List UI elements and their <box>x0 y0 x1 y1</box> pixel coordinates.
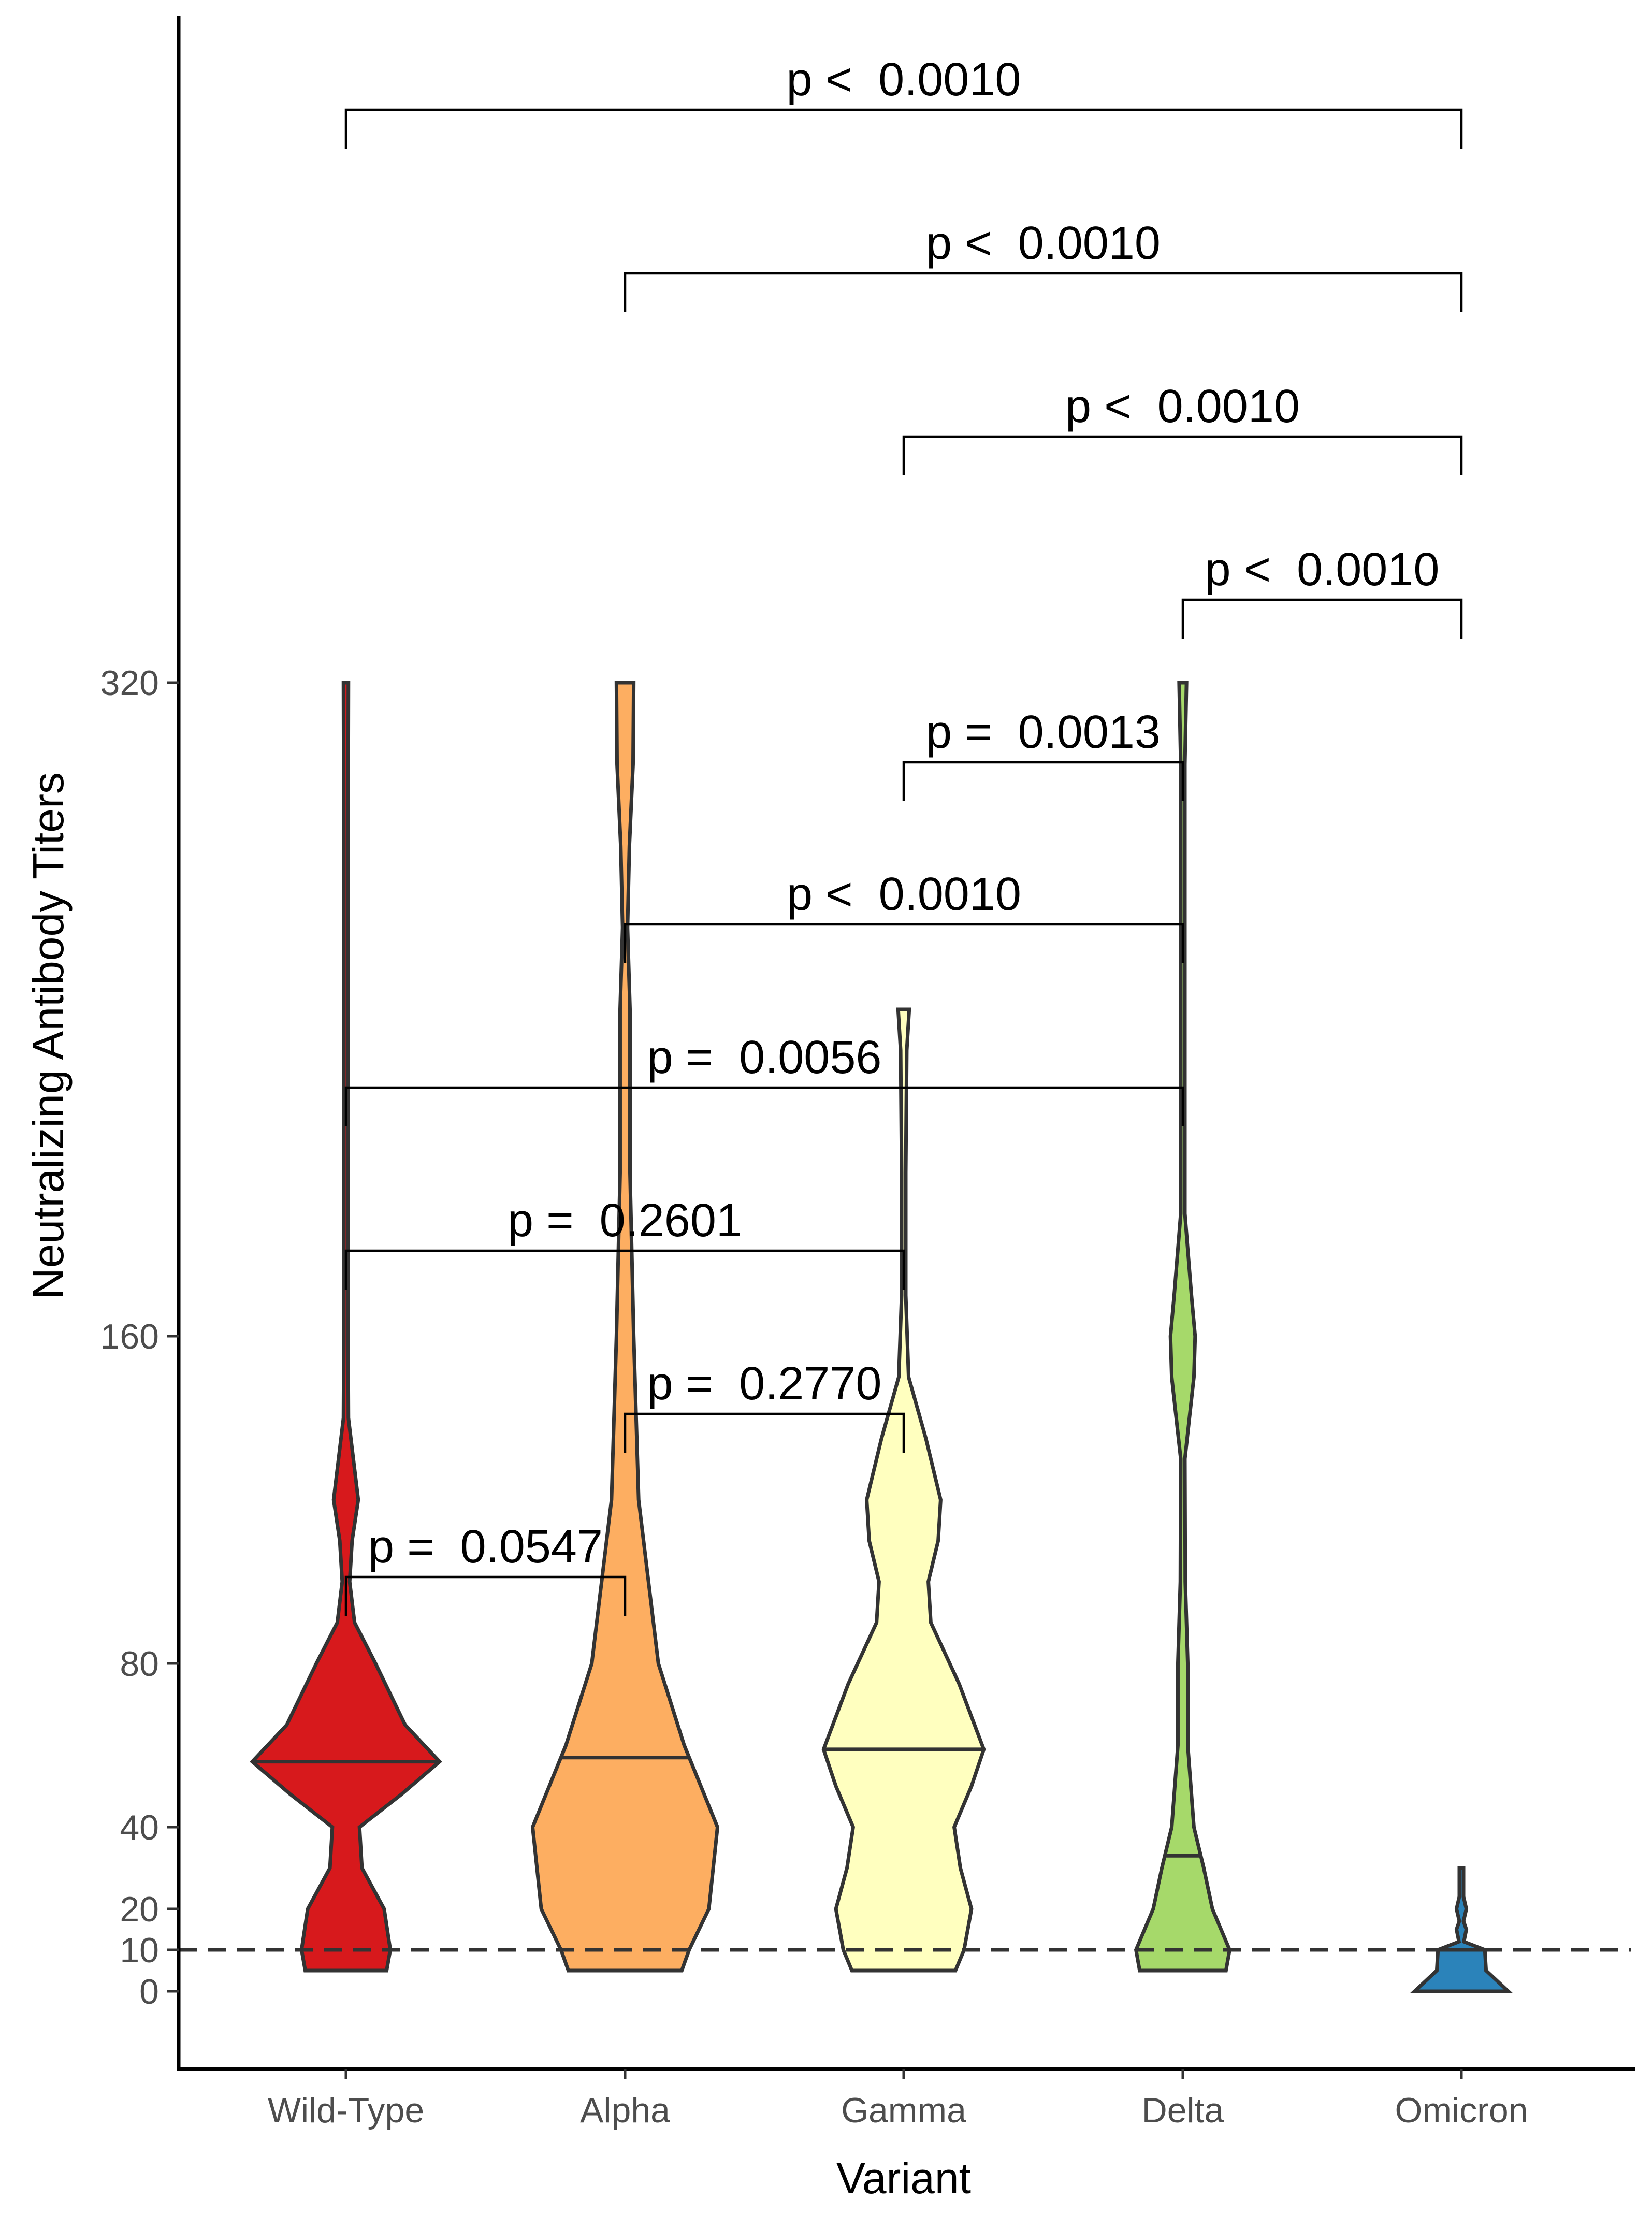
comparison-bracket <box>902 435 1463 475</box>
comparison-bracket <box>344 108 1463 149</box>
p-value-label: p < 0.0010 <box>787 868 1021 920</box>
comparison-bracket <box>902 761 1184 801</box>
x-tick-label: Alpha <box>580 2091 670 2130</box>
x-tick-label: Wild-Type <box>268 2091 424 2130</box>
p-value-label: p < 0.0010 <box>926 218 1161 269</box>
violin-wild-type <box>250 681 442 1973</box>
violin-gamma <box>821 1007 986 1973</box>
y-tick-label: 80 <box>120 1644 159 1684</box>
x-tick-label: Omicron <box>1395 2091 1528 2130</box>
y-tick-label: 40 <box>120 1808 159 1847</box>
x-ticks-layer: Wild-Type Alpha Gamma Delta Omicron <box>268 2069 1528 2130</box>
comparison-bracket <box>624 1412 905 1453</box>
axes-layer <box>177 16 1635 2071</box>
y-tick-label: 160 <box>100 1317 159 1356</box>
y-tick-label: 10 <box>120 1931 159 1970</box>
p-value-label: p = 0.0547 <box>368 1521 603 1573</box>
comparison-bracket <box>624 923 1184 963</box>
p-value-label: p < 0.0010 <box>1065 381 1300 432</box>
violin-delta <box>1134 681 1232 1973</box>
y-tick-label: 0 <box>139 1972 159 2011</box>
comparison-bracket <box>344 1086 1184 1126</box>
x-axis-title: Variant <box>836 2154 971 2203</box>
violin-alpha <box>530 681 720 1973</box>
p-value-label: p = 0.0056 <box>647 1032 882 1083</box>
violin-omicron <box>1410 1866 1513 1993</box>
comparison-bracket <box>344 1249 905 1290</box>
y-tick-label: 320 <box>100 663 159 703</box>
x-tick-label: Delta <box>1142 2091 1224 2130</box>
y-axis-title: Neutralizing Antibody Titers <box>24 772 73 1299</box>
comparison-bracket <box>344 1575 627 1616</box>
x-tick-label: Gamma <box>841 2091 966 2130</box>
p-value-label: p = 0.2601 <box>508 1195 742 1247</box>
comparison-brackets-layer: p = 0.0547 p = 0.2770 p = 0.2601 p = 0.0056… <box>344 54 1463 1616</box>
comparison-bracket <box>624 272 1463 312</box>
y-tick-label: 20 <box>120 1890 159 1929</box>
comparison-bracket <box>1181 598 1463 639</box>
p-value-label: p = 0.0013 <box>926 706 1161 758</box>
p-value-label: p < 0.0010 <box>1205 544 1440 596</box>
p-value-label: p < 0.0010 <box>787 54 1021 106</box>
p-value-label: p = 0.2770 <box>647 1358 882 1410</box>
